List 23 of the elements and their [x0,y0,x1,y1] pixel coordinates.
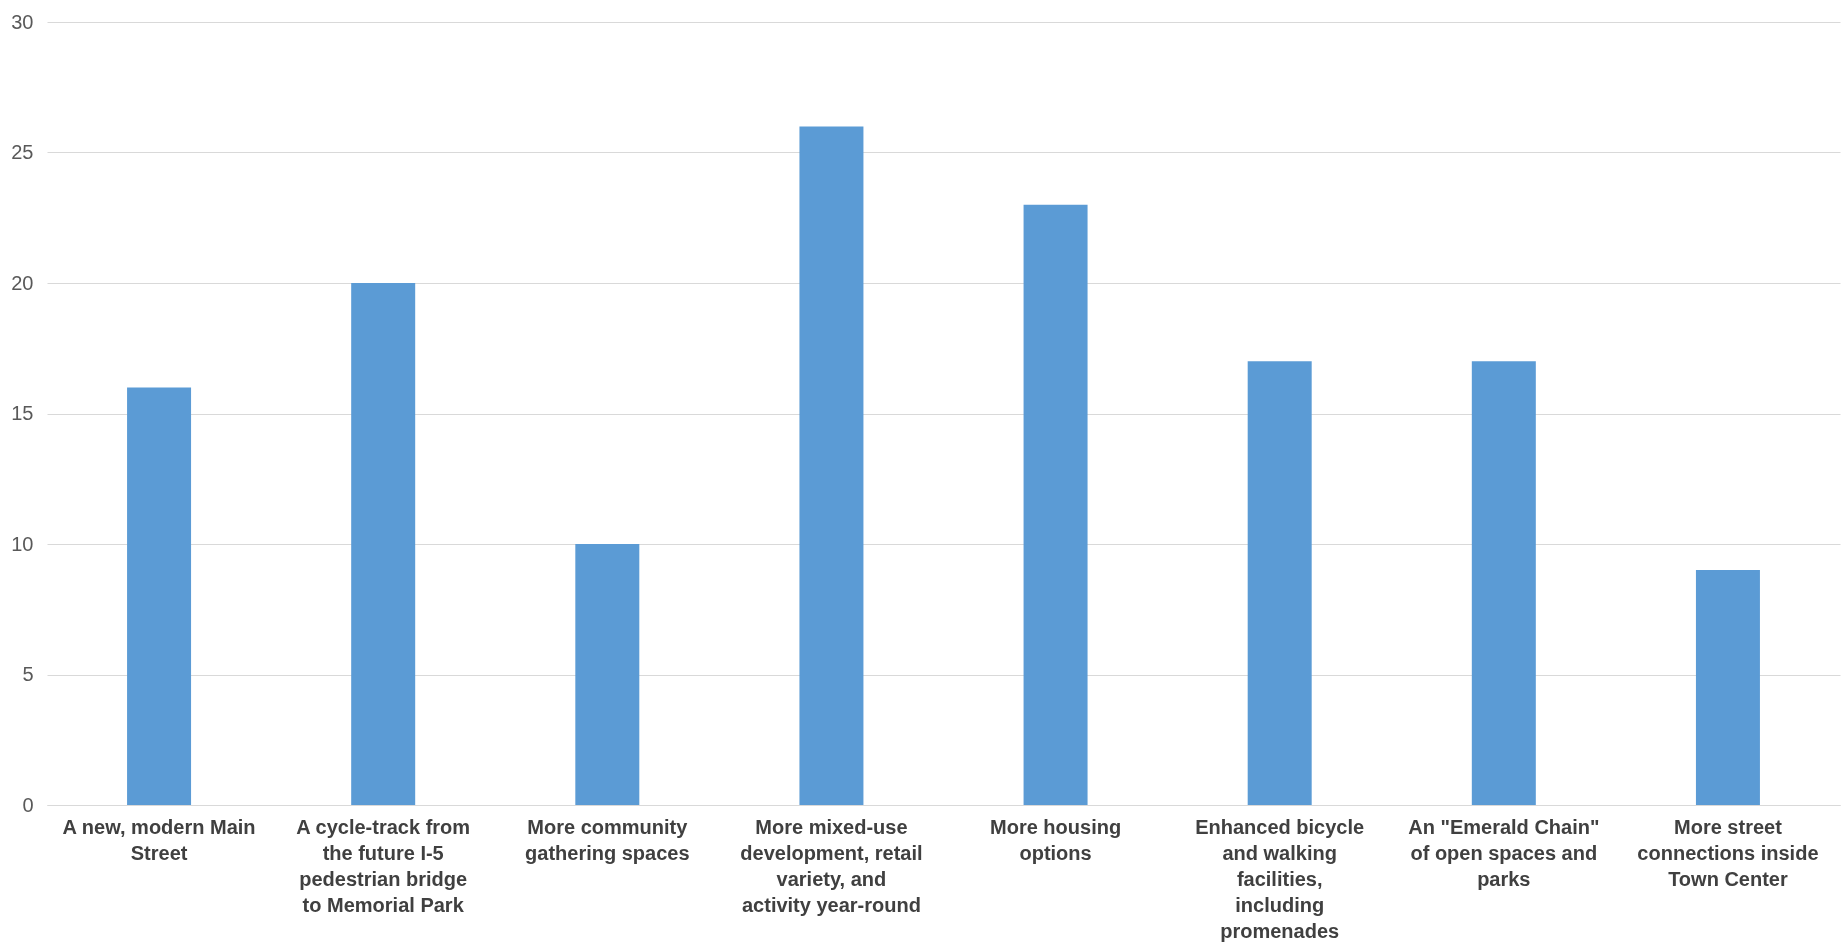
x-tick-label: More housing options [990,815,1122,864]
y-tick-label: 15 [11,402,34,424]
bar [1247,361,1312,805]
x-tick-label: A new, modern Main Street [62,815,256,864]
x-tick-label: Enhanced bicycle and walking facilities, including promenades [1195,815,1365,942]
bar [575,544,640,805]
y-tick-label: 0 [22,793,34,816]
bar [1023,204,1088,805]
x-tick-label: An "Emerald Chain" of open spaces and parks [1408,815,1600,890]
bar [127,387,192,805]
bar [1695,570,1760,805]
y-tick-label: 5 [22,663,34,685]
bar [799,126,864,805]
y-tick-label: 10 [11,532,34,555]
bar [351,283,416,805]
y-tick-label: 20 [11,271,34,294]
x-tick-label: A cycle-track from the future I-5 pedestrian bridge to Memorial Park [296,815,471,916]
x-tick-label: More community gathering spaces [525,815,690,864]
y-tick-label: 30 [11,10,34,33]
x-tick-label: More mixed-use development, retail variety, and activity year-round [740,815,923,916]
y-tick-label: 25 [11,141,34,163]
bar [1471,361,1536,805]
x-tick-label: More street connections inside Town Center [1637,815,1819,890]
